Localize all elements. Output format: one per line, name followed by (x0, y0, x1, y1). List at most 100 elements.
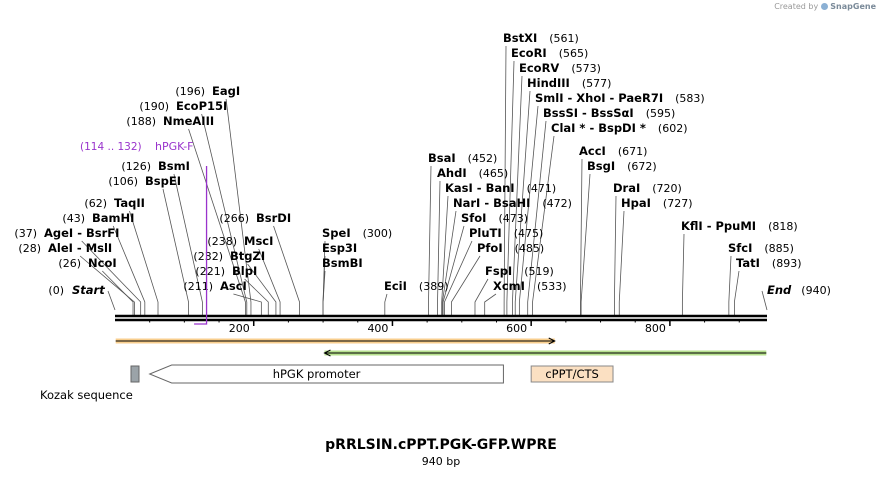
site-alei-msli[interactable]: AleI - MslI (28) (18, 241, 112, 255)
site-pluti[interactable]: PluTI (475) (469, 226, 543, 240)
site-btgzi[interactable]: BtgZI (232) (193, 249, 265, 263)
site-msci[interactable]: MscI (238) (207, 234, 273, 248)
site-position: (671) (618, 145, 648, 158)
site-position: (221) (195, 265, 225, 278)
site-name: PluTI (469, 226, 502, 240)
site-ecii[interactable]: EciI (389) (384, 279, 449, 293)
site-smli-xhoi-paer7i[interactable]: SmlI - XhoI - PaeR7I (583) (535, 91, 705, 105)
site-bsai[interactable]: BsaI (452) (428, 151, 497, 165)
site-bamhi[interactable]: BamHI (43) (62, 211, 134, 225)
feature-cppt-cts[interactable]: cPPT/CTS (530, 365, 614, 383)
site-clai-bspdi[interactable]: ClaI * - BspDI * (602) (551, 121, 688, 135)
site-kfli-ppumi[interactable]: KflI - PpuMI (818) (681, 219, 798, 233)
site-line-sfoi (442, 225, 465, 315)
ruler-tick-label: 200 (229, 322, 250, 335)
site-bsmi[interactable]: BsmI (126) (121, 159, 189, 173)
site-position: (720) (652, 182, 682, 195)
site-blpi[interactable]: BlpI (221) (195, 264, 257, 278)
site-bsssi-bsss-i[interactable]: BssSI - BssSαI (595) (543, 106, 675, 120)
site-name: HpaI (621, 196, 651, 210)
site-name: BsrDI (256, 211, 291, 225)
site-name: BsaI (428, 151, 456, 165)
site-ahdi[interactable]: AhdI (465) (437, 166, 508, 180)
site-line-tati (734, 270, 740, 315)
site-nmeaiii[interactable]: NmeAIII (188) (126, 114, 214, 128)
site-line-drai (614, 195, 617, 315)
site-ecorv[interactable]: EcoRV (573) (519, 61, 601, 75)
site-line-bsrdi (273, 225, 300, 315)
site-line-bspei (162, 188, 189, 315)
site-bsgi[interactable]: BsgI (672) (587, 159, 657, 173)
site-fspi[interactable]: FspI (519) (485, 264, 554, 278)
site-position: (561) (549, 32, 579, 45)
site-line-pluti (444, 240, 473, 315)
site-line-asci (233, 293, 262, 315)
site-asci[interactable]: AscI (211) (183, 279, 246, 293)
kozak-box (130, 365, 140, 383)
site-eagi[interactable]: EagI (196) (175, 84, 240, 98)
site-sfci[interactable]: SfcI (885) (728, 241, 794, 255)
end-name: End (767, 283, 792, 297)
site-bspei[interactable]: BspEI (106) (108, 174, 181, 188)
site-hpai[interactable]: HpaI (727) (621, 196, 693, 210)
map-title: pRRLSIN.cPPT.PGK-GFP.WPRE (325, 437, 557, 453)
feature-kozak-sequence[interactable]: Kozak sequence (40, 365, 140, 402)
site-name: HindIII (527, 76, 570, 90)
site-name: SpeI (322, 226, 351, 240)
site-line-bamhi (112, 225, 146, 315)
site-pfoi[interactable]: PfoI (485) (477, 241, 544, 255)
site-spei[interactable]: SpeI (300) (322, 226, 392, 240)
site-line-ecop15i (201, 113, 248, 315)
orf-arrowhead (548, 337, 556, 345)
site-xcmi[interactable]: XcmI (533) (493, 279, 567, 293)
feature-name: Kozak sequence (40, 388, 133, 402)
site-acci[interactable]: AccI (671) (579, 144, 647, 158)
site-agei-bsrfi[interactable]: AgeI - BsrFI (37) (14, 226, 119, 240)
site-position: (37) (14, 227, 37, 240)
site-name: AhdI (437, 166, 467, 180)
site-esp3i[interactable]: Esp3I (322, 241, 357, 255)
site-bsrdi[interactable]: BsrDI (266) (219, 211, 291, 225)
site-ecori[interactable]: EcoRI (565) (511, 46, 588, 60)
primer-hpgk-f[interactable]: hPGK-F (114 .. 132) (80, 140, 208, 325)
site-name: KasI - BanI (445, 181, 515, 195)
site-sfoi[interactable]: SfoI (473) (461, 211, 528, 225)
site-name: BtgZI (230, 249, 265, 263)
site-position: (188) (126, 115, 156, 128)
site-bstxi[interactable]: BstXI (561) (503, 31, 579, 45)
site-line-bstxi (503, 45, 507, 315)
site-position: (106) (108, 175, 138, 188)
site-taqii[interactable]: TaqII (62) (84, 196, 145, 210)
site-line-ahdi (437, 180, 441, 315)
site-name: KflI - PpuMI (681, 219, 756, 233)
site-line-hindiii (514, 90, 531, 315)
site-position: (885) (764, 242, 794, 255)
orf-track[interactable] (115, 337, 556, 345)
site-name: BstXI (503, 31, 537, 45)
site-position: (211) (183, 280, 213, 293)
ruler-tick-label: 600 (506, 322, 527, 335)
site-kasi-bani[interactable]: KasI - BanI (471) (445, 181, 556, 195)
site-name: BsmBI (322, 256, 363, 270)
site-drai[interactable]: DraI (720) (613, 181, 682, 195)
site-lines (79, 45, 768, 315)
site-nari-bsahi[interactable]: NarI - BsaHI (472) (453, 196, 572, 210)
site-bsmbi[interactable]: BsmBI (322, 256, 363, 270)
site-tati[interactable]: TatI (893) (736, 256, 802, 270)
site-position: (452) (468, 152, 498, 165)
site-name: EcoP15I (176, 99, 227, 113)
feature-name: hPGK promoter (273, 367, 361, 381)
site-position: (565) (559, 47, 589, 60)
site-ecop15i[interactable]: EcoP15I (190) (139, 99, 227, 113)
promoter-arrow (148, 364, 504, 384)
site-name: EcoRI (511, 46, 547, 60)
site-ncoi[interactable]: NcoI (26) (58, 256, 116, 270)
site-name: DraI (613, 181, 640, 195)
site-position: (595) (646, 107, 676, 120)
ruler-tick-label: 800 (645, 322, 666, 335)
primer-name: hPGK-F (155, 140, 193, 153)
feature-hpgk-promoter[interactable]: hPGK promoter (148, 364, 504, 384)
orf-track[interactable] (323, 349, 767, 357)
site-hindiii[interactable]: HindIII (577) (527, 76, 611, 90)
